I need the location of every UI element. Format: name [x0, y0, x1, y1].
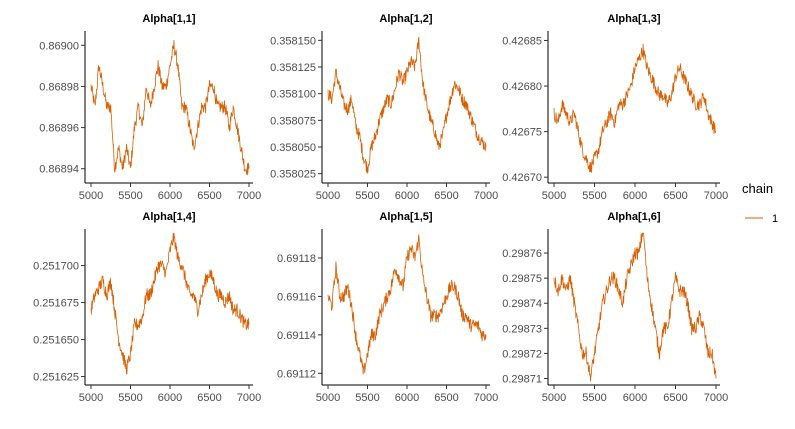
y-tick-label: 0.251700: [33, 261, 79, 273]
x-tick-label: 6000: [395, 392, 419, 404]
y-tick-label: 0.251625: [33, 372, 79, 384]
legend: chain 1: [742, 181, 778, 225]
series-line-chain-1: [327, 234, 487, 375]
panel-4: Alpha[1,4] 0.251625 0.251650 0.251675 0.2517…: [33, 211, 261, 404]
x-tick-label: 6000: [623, 392, 647, 404]
x-tick-label: 5500: [355, 190, 379, 202]
panel-6: Alpha[1,6] 0.29871 0.29872 0.29873 0.29874 0.…: [502, 211, 728, 404]
y-tick-label: 0.29876: [502, 248, 542, 260]
x-tick-label: 6500: [197, 190, 221, 202]
y-tick-label: 0.42670: [502, 172, 542, 184]
series-line-chain-1: [90, 232, 250, 375]
y-tick-label: 0.86896: [39, 123, 79, 135]
y-tick-label: 0.358100: [270, 89, 316, 101]
y-tick-label: 0.29875: [502, 273, 542, 285]
panel-title: Alpha[1,4]: [142, 211, 196, 223]
panel-title: Alpha[1,1]: [142, 13, 196, 25]
series-line-chain-1: [553, 232, 717, 382]
panel-5: Alpha[1,5] 0.69112 0.69114 0.69116 0.69118 50…: [277, 211, 498, 404]
y-tick-label: 0.251675: [33, 298, 79, 310]
x-tick-label: 5000: [316, 190, 340, 202]
x-tick-label: 6500: [434, 392, 458, 404]
y-tick-label: 0.69118: [277, 253, 316, 265]
y-tick-label: 0.358150: [270, 35, 316, 47]
x-tick-label: 5500: [118, 392, 142, 404]
x-tick-label: 7000: [704, 190, 728, 202]
y-tick-label: 0.29874: [502, 298, 542, 310]
y-tick-label: 0.69112: [277, 368, 316, 380]
panel-title: Alpha[1,2]: [379, 13, 433, 25]
x-tick-label: 7000: [237, 190, 261, 202]
x-tick-label: 7000: [474, 392, 498, 404]
y-tick-label: 0.86898: [39, 81, 79, 93]
series-line-chain-1: [553, 43, 717, 173]
x-tick-label: 5500: [582, 190, 606, 202]
panel-2: Alpha[1,2] 0.358025 0.358050 0.358075 0.3581…: [270, 13, 498, 202]
y-tick-label: 0.29871: [502, 373, 542, 385]
x-tick-label: 5000: [79, 392, 103, 404]
x-tick-label: 5500: [582, 392, 606, 404]
x-tick-label: 7000: [704, 392, 728, 404]
x-tick-label: 6500: [663, 392, 687, 404]
y-tick-label: 0.358125: [270, 62, 316, 74]
x-tick-label: 6500: [434, 190, 458, 202]
x-tick-label: 6000: [158, 392, 182, 404]
y-tick-label: 0.358025: [270, 169, 316, 181]
panel-title: Alpha[1,3]: [607, 13, 661, 25]
series-line-chain-1: [90, 39, 250, 176]
x-tick-label: 6000: [395, 190, 419, 202]
x-tick-label: 5000: [542, 392, 566, 404]
x-tick-label: 6000: [158, 190, 182, 202]
y-tick-label: 0.358050: [270, 142, 316, 154]
x-tick-label: 7000: [474, 190, 498, 202]
y-tick-label: 0.69116: [277, 291, 316, 303]
x-tick-label: 5500: [118, 190, 142, 202]
y-tick-label: 0.29873: [502, 323, 542, 335]
y-tick-label: 0.29872: [502, 348, 542, 360]
series-line-chain-1: [327, 36, 487, 174]
legend-label: 1: [772, 213, 778, 225]
y-tick-label: 0.86900: [39, 40, 79, 52]
panel-title: Alpha[1,6]: [607, 211, 661, 223]
y-tick-label: 0.69114: [277, 330, 316, 342]
y-tick-label: 0.358075: [270, 115, 316, 127]
legend-title: chain: [742, 181, 773, 196]
x-tick-label: 7000: [237, 392, 261, 404]
panel-1: Alpha[1,1] 0.86894 0.86896 0.86898 0.86900 50…: [39, 13, 261, 202]
x-tick-label: 5500: [355, 392, 379, 404]
y-tick-label: 0.251650: [33, 335, 79, 347]
y-tick-label: 0.42675: [502, 127, 542, 139]
x-tick-label: 6500: [663, 190, 687, 202]
panel-title: Alpha[1,5]: [379, 211, 433, 223]
x-tick-label: 6500: [197, 392, 221, 404]
y-tick-label: 0.42680: [502, 81, 542, 93]
x-tick-label: 5000: [542, 190, 566, 202]
y-tick-label: 0.86894: [39, 164, 79, 176]
panel-3: Alpha[1,3] 0.42670 0.42675 0.42680 0.42685 50…: [502, 13, 728, 202]
x-tick-label: 6000: [623, 190, 647, 202]
x-tick-label: 5000: [79, 190, 103, 202]
x-tick-label: 5000: [316, 392, 340, 404]
y-tick-label: 0.42685: [502, 35, 542, 47]
